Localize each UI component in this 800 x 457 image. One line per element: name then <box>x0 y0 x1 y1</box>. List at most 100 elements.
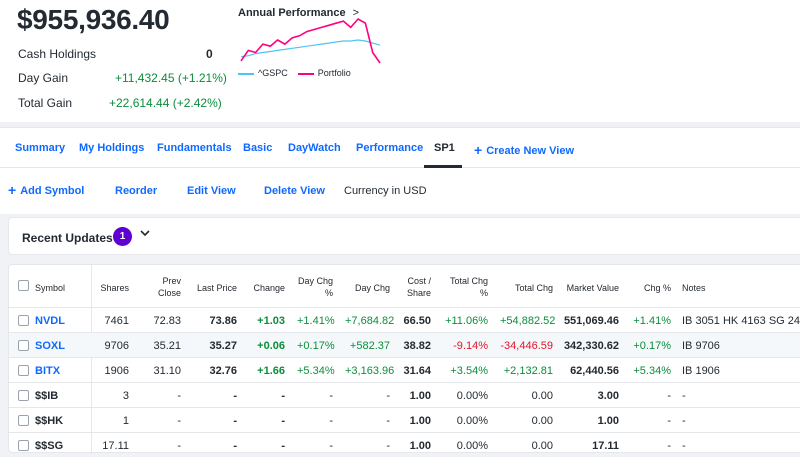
cell-day-chg: +582.37 <box>349 340 390 352</box>
gspc-series-line <box>240 39 381 58</box>
table-row[interactable]: BITX 1906 31.10 32.76 +1.66 +5.34% +3,163.96 31… <box>9 357 800 382</box>
legend-item-portfolio: Portfolio <box>297 68 351 78</box>
cell-cost-share: 38.82 <box>403 340 431 352</box>
cell-total-chg-pct: +11.06% <box>445 315 488 327</box>
header-notes[interactable]: Notes <box>682 283 706 293</box>
row-checkbox[interactable] <box>18 365 29 376</box>
cell-notes: IB 9706 <box>682 340 720 352</box>
create-new-view-button[interactable]: + Create New View <box>474 142 574 158</box>
tab-my-holdings[interactable]: My Holdings <box>79 142 145 154</box>
recent-updates-bar[interactable]: Recent Updates 1 <box>8 217 800 255</box>
table-row[interactable]: SOXL 9706 35.21 35.27 +0.06 +0.17% +582.37 38.8… <box>9 332 800 357</box>
header-market-value[interactable]: Market Value <box>566 283 619 293</box>
symbol-link: $$SG <box>35 440 64 452</box>
legend-swatch-gspc <box>238 72 254 75</box>
cell-market-value: 342,330.62 <box>563 340 619 352</box>
cell-total-chg-pct: +3.54% <box>450 365 488 377</box>
cell-prev-close: - <box>177 415 181 427</box>
cell-shares: 7461 <box>104 315 129 327</box>
header-day-chg[interactable]: Day Chg <box>354 283 390 293</box>
cell-change: +1.03 <box>257 315 285 327</box>
tab-sp1[interactable]: SP1 <box>434 142 455 154</box>
cell-total-chg: 0.00 <box>531 440 553 452</box>
cell-day-chg-pct: +1.41% <box>297 315 335 327</box>
plus-icon: + <box>8 182 17 198</box>
table-row[interactable]: $$IB 3- - - - -1.00 0.00% 0.00 3.00- - <box>9 382 800 407</box>
day-gain-value: +11,432.45 (+1.21%) <box>115 71 227 85</box>
cell-shares: 17.11 <box>102 440 129 452</box>
cell-total-chg-pct: -9.14% <box>453 340 488 352</box>
view-tabs: Summary My Holdings Fundamentals Basic D… <box>0 127 800 168</box>
cell-market-value: 551,069.46 <box>563 315 619 327</box>
header-cost-share[interactable]: Cost / Share <box>406 276 431 298</box>
column-divider <box>91 265 92 454</box>
table-row[interactable]: $$HK 1- - - - -1.00 0.00% 0.00 1.00- - <box>9 407 800 432</box>
symbol-link[interactable]: BITX <box>35 365 61 377</box>
edit-view-button[interactable]: Edit View <box>187 185 236 197</box>
row-checkbox[interactable] <box>18 440 29 451</box>
chevron-right-icon: > <box>352 7 360 19</box>
header-day-chg-pct[interactable]: Day Chg % <box>297 276 333 298</box>
table-row[interactable]: $$SG 17.11- - - - -1.00 0.00% 0.00 17.11- - <box>9 432 800 457</box>
tab-fundamentals[interactable]: Fundamentals <box>157 142 232 154</box>
cell-notes: - <box>682 390 686 402</box>
cell-market-value: 1.00 <box>597 415 619 427</box>
cell-last-price: 32.76 <box>209 365 237 377</box>
cell-day-chg-pct: +5.34% <box>297 365 335 377</box>
legend-swatch-portfolio <box>297 72 314 75</box>
cell-notes: - <box>682 415 686 427</box>
cash-holdings-value: 0 <box>206 47 213 61</box>
header-symbol[interactable]: Symbol <box>35 283 66 293</box>
symbol-link[interactable]: SOXL <box>35 340 65 352</box>
plus-icon: + <box>474 142 483 158</box>
cell-notes: - <box>682 440 686 452</box>
total-gain-label: Total Gain <box>18 96 73 110</box>
symbol-link[interactable]: NVDL <box>35 315 65 327</box>
header-change[interactable]: Change <box>253 283 285 293</box>
tab-basic[interactable]: Basic <box>243 142 273 154</box>
performance-chart[interactable] <box>238 16 383 66</box>
tab-summary[interactable]: Summary <box>15 142 66 154</box>
cell-day-chg: - <box>386 390 390 402</box>
symbol-link: $$IB <box>35 390 59 402</box>
header-total-chg-pct[interactable]: Total Chg % <box>449 276 488 298</box>
annual-performance-link[interactable]: Annual Performance > <box>238 7 359 19</box>
row-checkbox[interactable] <box>18 315 29 326</box>
header-prev-close[interactable]: Prev Close <box>157 276 181 298</box>
cell-shares: 1 <box>122 415 129 427</box>
cell-day-chg-pct: - <box>329 415 333 427</box>
cell-notes: IB 1906 <box>682 365 720 377</box>
cell-total-chg: +54,882.52 <box>500 315 556 327</box>
tab-daywatch[interactable]: DayWatch <box>288 142 341 154</box>
reorder-button[interactable]: Reorder <box>115 185 158 197</box>
chevron-down-icon[interactable] <box>139 227 151 242</box>
cell-total-chg: +2,132.81 <box>503 365 553 377</box>
header-shares[interactable]: Shares <box>100 283 129 293</box>
day-gain-label: Day Gain <box>18 71 69 85</box>
row-checkbox[interactable] <box>18 415 29 426</box>
header-chg-pct[interactable]: Chg % <box>643 283 671 293</box>
cell-cost-share: 1.00 <box>409 415 431 427</box>
delete-view-button[interactable]: Delete View <box>264 185 325 197</box>
header-total-chg[interactable]: Total Chg <box>514 283 553 293</box>
portfolio-series-line <box>240 17 381 64</box>
cell-chg-pct: +0.17% <box>633 340 671 352</box>
tab-performance[interactable]: Performance <box>356 142 424 154</box>
cell-day-chg: - <box>386 415 390 427</box>
cell-chg-pct: - <box>667 390 671 402</box>
row-checkbox[interactable] <box>18 340 29 351</box>
cell-total-chg-pct: 0.00% <box>456 390 488 402</box>
cell-last-price: - <box>233 390 237 402</box>
symbol-link: $$HK <box>35 415 64 427</box>
row-checkbox[interactable] <box>18 390 29 401</box>
holdings-table: Symbol Shares Prev Close Last Price Chan… <box>8 264 800 454</box>
portfolio-summary: $955,936.40 Cash Holdings 0 Day Gain +11… <box>0 0 800 122</box>
total-gain-value: +22,614.44 (+2.42%) <box>109 96 222 110</box>
cell-prev-close: - <box>177 390 181 402</box>
add-symbol-button[interactable]: + Add Symbol <box>8 182 84 198</box>
select-all-checkbox[interactable] <box>18 280 29 291</box>
table-row[interactable]: NVDL 7461 72.83 73.86 +1.03 +1.41% +7,684.82 66… <box>9 307 800 332</box>
header-last-price[interactable]: Last Price <box>196 283 237 293</box>
chart-legend: ^GSPC Portfolio <box>238 68 351 78</box>
cell-shares: 9706 <box>104 340 129 352</box>
